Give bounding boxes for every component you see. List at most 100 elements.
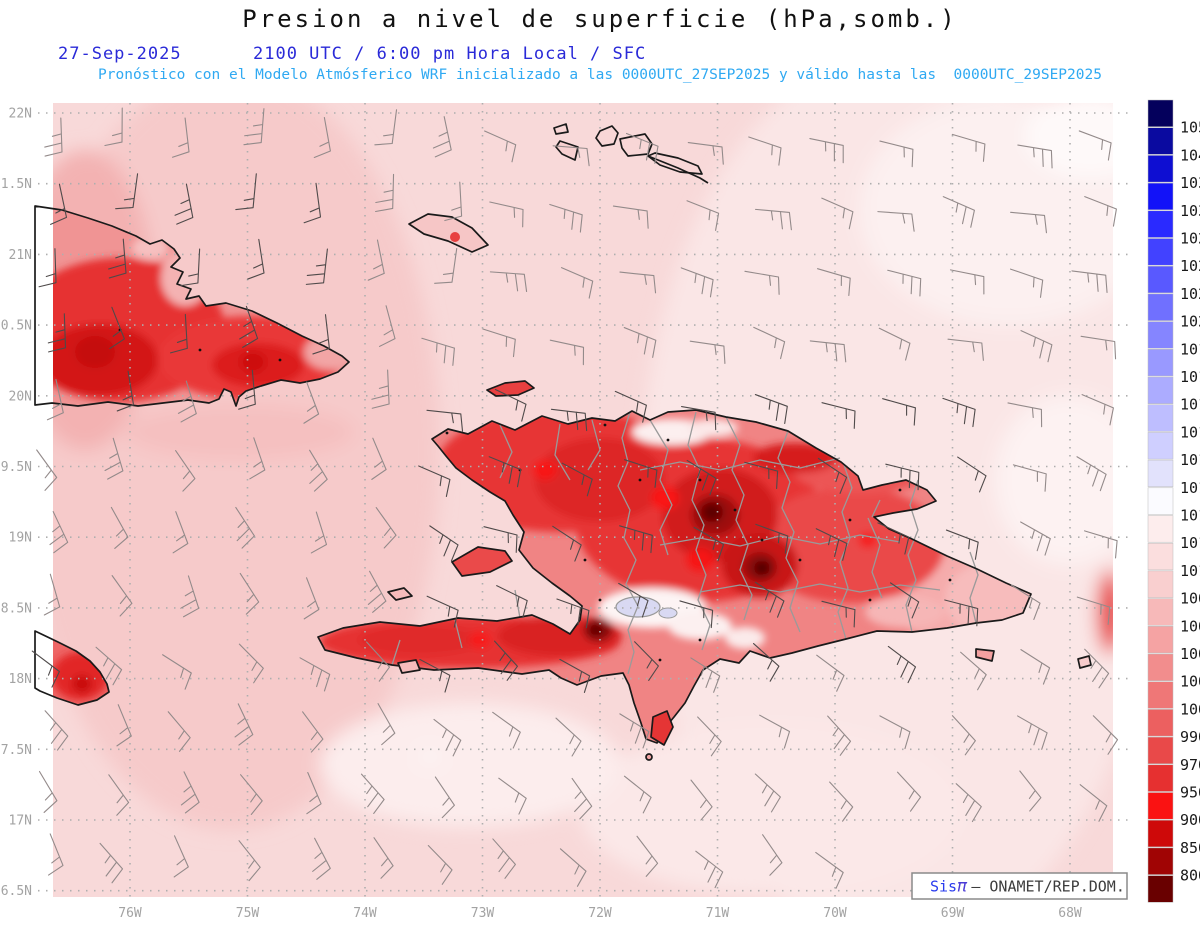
wind-barb bbox=[618, 582, 649, 618]
wind-barb bbox=[496, 585, 528, 618]
wind-barb bbox=[108, 774, 130, 816]
wind-barb bbox=[169, 313, 188, 354]
colorbar-cell bbox=[1147, 321, 1174, 349]
wind-barb bbox=[1079, 784, 1108, 822]
wind-barb bbox=[878, 327, 911, 361]
lat-tick-label: 22N bbox=[9, 107, 32, 122]
wind-barb bbox=[680, 267, 714, 298]
wind-barb bbox=[239, 305, 259, 348]
wind-barb bbox=[49, 511, 69, 554]
wind-barb bbox=[559, 658, 591, 694]
wind-barb bbox=[373, 837, 394, 879]
colorbar-cell bbox=[1147, 764, 1174, 792]
islet-alto-velo bbox=[645, 753, 653, 761]
wind-barb bbox=[371, 369, 390, 409]
wind-barb bbox=[243, 108, 265, 146]
forecast-date: 27-Sep-2025 bbox=[58, 44, 182, 64]
wind-barb bbox=[366, 641, 391, 682]
wind-barb bbox=[299, 657, 331, 692]
watermark: Sisπ – ONAMET/REP.DOM. bbox=[911, 872, 1128, 900]
wind-barb bbox=[375, 173, 395, 213]
wind-barb bbox=[247, 238, 265, 280]
wind-barb bbox=[180, 575, 200, 618]
wind-barb bbox=[109, 306, 125, 349]
wind-barb bbox=[488, 456, 522, 488]
wind-barb bbox=[235, 506, 255, 549]
wind-barb bbox=[38, 248, 57, 288]
wind-barb bbox=[549, 203, 583, 233]
islet-north-1 bbox=[553, 123, 569, 135]
wind-barb bbox=[50, 183, 68, 225]
lon-tick-label: 76W bbox=[118, 906, 142, 921]
wind-barb bbox=[809, 340, 847, 363]
wind-barb bbox=[1080, 335, 1117, 360]
wind-barb bbox=[877, 211, 915, 232]
wind-barb bbox=[371, 437, 387, 480]
wind-barb bbox=[110, 506, 129, 549]
wind-barb bbox=[177, 380, 197, 423]
colorbar-cell bbox=[1147, 293, 1174, 321]
wind-barb bbox=[816, 654, 845, 692]
wind-barb bbox=[1084, 530, 1118, 559]
wind-barb bbox=[47, 313, 67, 353]
colorbar-tick-label: 1018 bbox=[1180, 368, 1200, 386]
wind-barb bbox=[693, 526, 725, 562]
wind-barb bbox=[744, 270, 780, 295]
colorbar-tick-label: 800 bbox=[1180, 867, 1200, 885]
wind-barb bbox=[174, 183, 194, 225]
wind-barb bbox=[360, 773, 385, 814]
reef-line bbox=[647, 155, 709, 184]
wind-barb bbox=[753, 642, 780, 682]
wind-barb bbox=[689, 340, 726, 364]
wind-barb bbox=[427, 844, 453, 885]
wind-barb bbox=[116, 704, 132, 747]
wind-barb bbox=[550, 408, 588, 432]
wind-barb bbox=[1009, 268, 1044, 298]
wind-barb bbox=[815, 851, 844, 889]
wind-barb bbox=[483, 526, 518, 553]
wind-barb bbox=[115, 173, 139, 210]
colorbar-tick-label: 1002 bbox=[1180, 673, 1200, 691]
colorbar-tick-label: 850 bbox=[1180, 839, 1200, 857]
wind-barb bbox=[1020, 330, 1053, 363]
wind-barb bbox=[755, 523, 789, 554]
wind-barb bbox=[180, 771, 200, 814]
lat-tick-label: 0.5N bbox=[1, 319, 32, 334]
coastline-jamaica bbox=[34, 630, 110, 706]
wind-barb bbox=[374, 109, 398, 146]
colorbar-cell bbox=[1147, 182, 1174, 211]
wind-barb bbox=[180, 248, 201, 287]
wind-barb bbox=[877, 522, 910, 555]
wind-barb bbox=[754, 208, 792, 231]
colorbar-cell bbox=[1147, 875, 1174, 903]
wind-barb bbox=[1017, 144, 1053, 169]
wind-barb bbox=[882, 398, 916, 426]
wind-barb bbox=[305, 248, 328, 285]
wind-barb bbox=[942, 196, 975, 228]
wind-barb bbox=[829, 781, 854, 822]
wind-barb bbox=[421, 337, 455, 366]
wind-barb bbox=[754, 394, 788, 425]
wind-barb bbox=[947, 338, 984, 361]
wind-barb bbox=[44, 710, 69, 751]
wind-barb bbox=[175, 450, 196, 492]
wind-barb bbox=[944, 599, 979, 627]
wind-barb bbox=[433, 718, 462, 757]
wind-barb bbox=[1010, 211, 1047, 234]
wind-barb bbox=[44, 117, 63, 157]
colorbar-tick-label: 1014 bbox=[1180, 479, 1200, 497]
wind-barb bbox=[43, 573, 61, 616]
wind-barb bbox=[1007, 402, 1043, 428]
wind-barb bbox=[375, 507, 397, 549]
colorbar-tick-label: 1035 bbox=[1180, 174, 1200, 192]
colorbar-cell bbox=[1147, 349, 1174, 377]
wind-barb bbox=[489, 271, 528, 293]
wind-barb bbox=[426, 595, 459, 628]
wind-barb bbox=[614, 390, 647, 423]
colorbar-tick-label: 1028 bbox=[1180, 230, 1200, 248]
island-mona bbox=[1077, 655, 1092, 669]
island-gonave bbox=[451, 546, 513, 577]
wind-barb bbox=[167, 711, 191, 752]
colorbar-tick-label: 1013 bbox=[1180, 507, 1200, 525]
forecast-time: 2100 UTC / 6:00 pm Hora Local / SFC bbox=[253, 44, 647, 64]
